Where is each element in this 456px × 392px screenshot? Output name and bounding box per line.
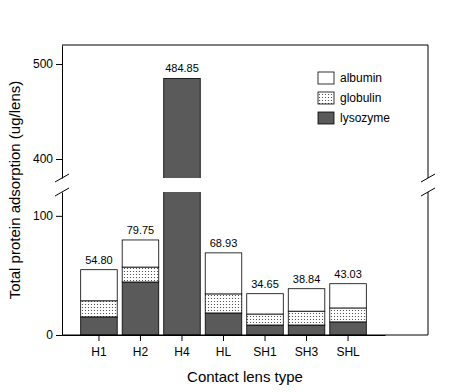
y-tick-label: 100	[33, 209, 53, 223]
total-label: 484.85	[165, 62, 199, 74]
bar-segment	[81, 317, 118, 335]
bar-segment	[122, 240, 159, 267]
y-tick: 500	[33, 57, 62, 71]
bar-segment	[330, 322, 367, 335]
y-tick-mark	[56, 216, 62, 217]
x-tick-mark	[265, 335, 266, 341]
bar-segment	[330, 308, 367, 322]
bar-segment	[205, 313, 242, 335]
total-label: 68.93	[210, 237, 238, 249]
bar-segment	[288, 289, 325, 311]
x-tick-mark	[306, 335, 307, 341]
frame-top	[62, 45, 428, 46]
x-tick-label: SH1	[253, 345, 277, 359]
y-tick-label: 0	[46, 328, 53, 342]
bar-segment	[164, 78, 201, 178]
y-axis-title: Total protein adsorption (ug/lens)	[6, 81, 23, 299]
x-tick: SH3	[295, 335, 319, 359]
x-tick-mark	[98, 335, 99, 341]
x-tick: H4	[174, 335, 190, 359]
y-tick-mark	[56, 335, 62, 336]
y-tick: 400	[33, 152, 62, 166]
chart: 0 100 400 500 H1 H2 H4 HL SH1 SH3 SHL 54.80 79.75 484…	[0, 0, 456, 392]
x-tick-mark	[181, 335, 182, 341]
x-axis: H1 H2 H4 HL SH1 SH3 SHL	[63, 335, 386, 359]
y-axis: 400 500	[33, 46, 63, 179]
legend-label: albumin	[340, 71, 382, 85]
axis-break	[55, 174, 69, 182]
frame-right	[428, 192, 429, 335]
x-tick: HL	[216, 335, 232, 359]
axis-break	[421, 174, 435, 182]
y-axis-line	[62, 193, 63, 336]
legend-swatch	[318, 112, 334, 124]
x-tick-mark	[223, 335, 224, 341]
legend-label: lysozyme	[340, 111, 390, 125]
x-tick: SH1	[253, 335, 277, 359]
y-axis: 0 100	[33, 193, 63, 343]
bar-segment	[81, 301, 118, 317]
x-tick-label: H4	[174, 345, 190, 359]
total-label: 79.75	[127, 224, 155, 236]
axis-break	[55, 188, 69, 196]
y-tick-mark	[56, 159, 62, 160]
x-tick: H1	[91, 335, 107, 359]
bar-segment	[288, 311, 325, 325]
bar-segment	[81, 270, 118, 301]
bar-segment	[247, 325, 284, 335]
total-label: 34.65	[251, 278, 279, 290]
legend-swatch	[318, 72, 334, 84]
bars	[164, 78, 201, 178]
x-tick-label: SHL	[336, 345, 360, 359]
axis-break	[421, 188, 435, 196]
legend-label: globulin	[340, 91, 381, 105]
bars	[81, 192, 367, 335]
bar-segment	[247, 294, 284, 314]
x-axis-title: Contact lens type	[187, 368, 303, 385]
x-tick-mark	[348, 335, 349, 341]
bar-segment	[330, 284, 367, 308]
x-tick-label: H1	[91, 345, 107, 359]
total-label: 43.03	[334, 268, 362, 280]
y-tick: 100	[33, 209, 62, 223]
x-tick: SHL	[336, 335, 360, 359]
x-tick-mark	[140, 335, 141, 341]
bar-segment	[164, 192, 201, 335]
y-axis-line	[62, 46, 63, 179]
x-tick-label: SH3	[295, 345, 319, 359]
legend-swatch	[318, 92, 334, 104]
x-tick-label: H2	[133, 345, 149, 359]
bar-segment	[205, 294, 242, 313]
x-tick-label: HL	[216, 345, 232, 359]
total-label: 54.80	[85, 254, 113, 266]
bar-segment	[122, 282, 159, 335]
x-tick: H2	[133, 335, 149, 359]
y-tick: 0	[46, 328, 62, 342]
bar-segment	[205, 253, 242, 294]
frame-bottom	[62, 335, 428, 336]
y-tick-label: 400	[33, 152, 53, 166]
bar-segment	[122, 267, 159, 282]
total-label: 38.84	[293, 273, 321, 285]
bar-segment	[288, 325, 325, 335]
legend: albumin globulin lysozyme	[318, 71, 390, 125]
bar-segment	[247, 314, 284, 325]
frame-right	[428, 45, 429, 178]
y-tick-mark	[56, 64, 62, 65]
y-tick-label: 500	[33, 57, 53, 71]
